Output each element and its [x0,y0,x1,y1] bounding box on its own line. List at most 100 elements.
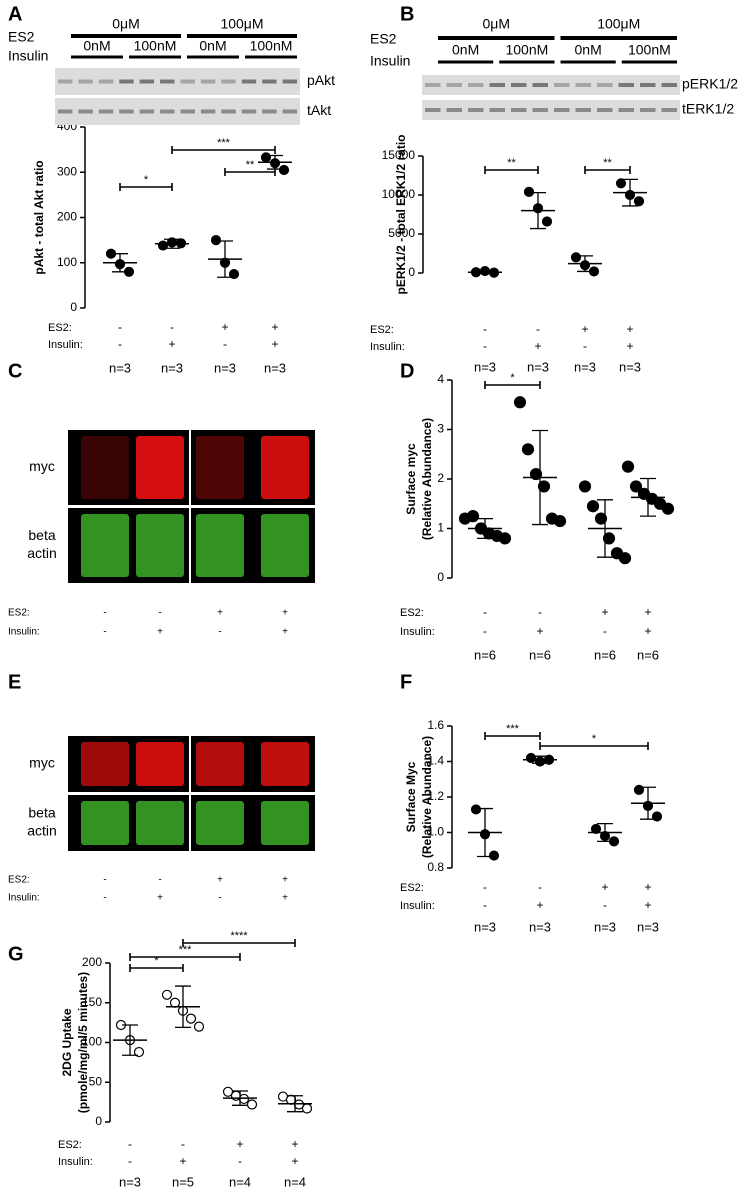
image-well [196,436,244,499]
blot-label: Insulin [370,53,410,69]
y-tick-label: 0 [70,300,77,314]
panel-letter: E [8,671,21,693]
data-point [133,1046,145,1058]
panel-letter: G [8,943,24,965]
image-row-label: beta [28,805,55,821]
dose-label: 0μM [482,16,510,32]
es2-sign: + [217,875,223,886]
n-label: n=3 [214,360,236,375]
significance-label: **** [230,930,248,942]
blot-band [511,108,527,112]
insulin-sign: - [128,1154,132,1168]
y-tick-label: 10000 [382,187,416,201]
insulin-sign: - [218,893,221,904]
insulin-sign: - [118,337,122,351]
data-point [285,1094,297,1105]
significance-bracket [129,953,241,961]
blot-band [221,79,236,84]
band-label: pAkt [307,72,335,88]
blot-band [78,79,93,84]
data-point [578,480,592,493]
y-axis-label: 2DG Uptake [60,1008,74,1076]
row-label: Insulin: [400,900,435,912]
row-label: ES2: [8,608,30,619]
error-bar [217,240,233,278]
blot-band [78,109,93,114]
insulin-sign: - [603,898,607,912]
blot-band [282,79,297,84]
significance-label: * [154,955,159,967]
insulin-sign: + [644,898,651,912]
insulin-dose-label: 0nM [452,42,479,58]
data-point [586,500,600,513]
es2-sign: - [158,875,161,886]
data-point [621,460,635,473]
row-label: ES2: [8,875,30,886]
es2-sign: - [483,605,487,619]
n-label: n=3 [527,359,549,374]
error-bar [640,477,656,517]
blot-band [221,109,236,114]
row-label: ES2: [58,1139,82,1151]
significance-label: * [592,733,597,745]
row-label: Insulin: [48,339,83,351]
blot-band [139,109,155,114]
panel-letter: B [400,3,414,25]
y-axis-label: (Relative Abundance) [420,418,434,540]
image-well [81,801,129,845]
image-well [136,436,184,499]
significance-label: * [144,174,149,186]
y-tick-label: 3 [437,422,444,436]
significance-label: * [510,372,515,384]
data-point [238,1093,250,1105]
error-bar [532,755,548,764]
image-row-label: myc [29,458,55,474]
blot-band [200,109,216,114]
error-bar [122,1024,138,1056]
significance-label: ** [246,159,255,171]
blot-band [119,109,134,114]
blot-band [618,108,634,112]
insulin-sign: - [483,898,487,912]
blot-strip [55,68,300,95]
data-point [513,396,527,409]
insulin-dose-label: 0nM [83,38,110,54]
insulin-sign: + [157,893,163,904]
y-axis-label: Surface myc [404,443,418,515]
n-label: n=3 [119,1174,141,1189]
n-label: n=3 [619,359,641,374]
y-tick-label: 0 [408,265,415,279]
blot-band [554,83,570,87]
image-well [136,801,184,845]
blot-band [262,79,277,84]
blot-band [98,109,114,114]
n-label: n=5 [172,1174,194,1189]
data-point [521,443,535,456]
es2-sign: - [158,608,161,619]
n-label: n=6 [594,647,616,662]
error-bar [477,270,493,274]
data-point [498,532,512,545]
n-label: n=6 [637,647,659,662]
data-point [301,1103,313,1114]
image-row-label: actin [27,545,57,561]
significance-bracket [484,381,541,389]
es2-sign: - [538,880,542,894]
y-tick-label: 200 [82,955,102,969]
blot-band [180,109,195,114]
es2-sign: + [236,1137,243,1151]
insulin-sign: + [179,1154,186,1168]
panel-letter: C [8,360,22,382]
image-well [261,801,309,845]
significance-label: ** [507,157,516,169]
row-label: ES2: [400,607,424,619]
es2-sign: + [581,322,588,336]
es2-sign: + [271,320,278,334]
panel-letter: F [400,671,412,693]
error-bar [477,807,493,858]
significance-bracket [129,964,184,972]
data-point [466,510,480,523]
insulin-sign: + [271,337,278,351]
data-point [470,804,482,815]
